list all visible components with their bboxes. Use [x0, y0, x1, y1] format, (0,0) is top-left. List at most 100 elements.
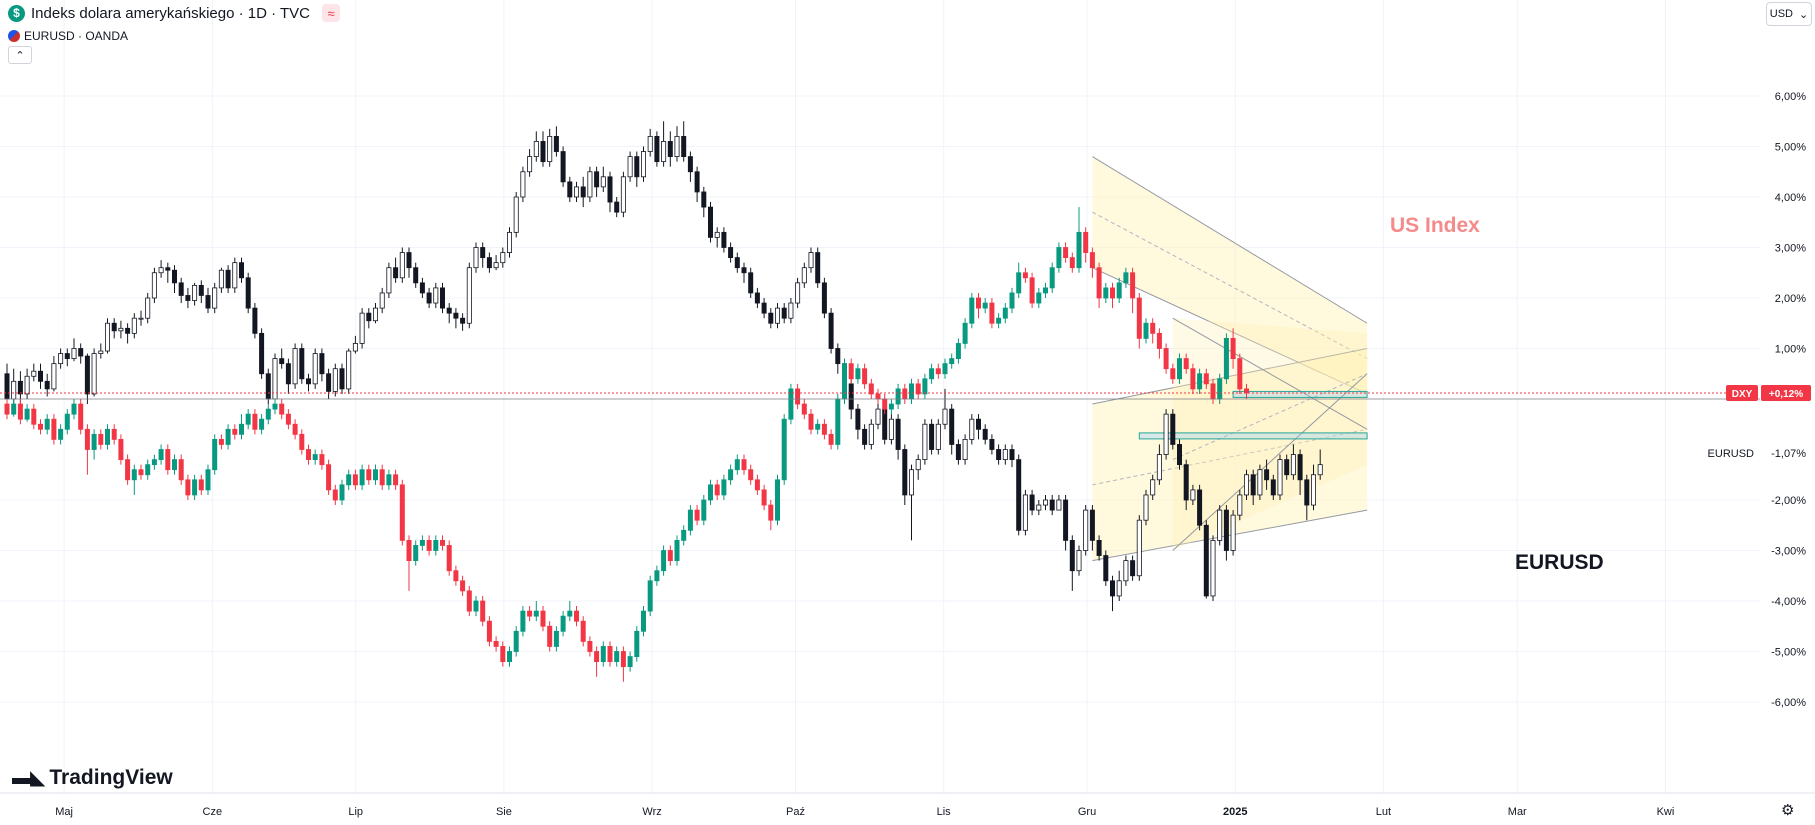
candle: [1197, 484, 1203, 531]
candle: [976, 414, 982, 440]
candle: [171, 265, 177, 293]
candle: [145, 292, 151, 324]
candle-body: [279, 403, 285, 415]
candle: [989, 434, 995, 455]
y-tick-label: 6,00%: [1775, 91, 1806, 103]
price-axis[interactable]: 6,00% 5,00% 4,00% 3,00% 2,00% 1,00% -2,00% -3,0…: [1771, 91, 1806, 709]
candle: [909, 464, 915, 541]
candle-body: [165, 449, 171, 471]
candle: [795, 383, 801, 410]
candle-body: [460, 580, 466, 592]
approx-icon[interactable]: ≈: [322, 4, 341, 22]
candle-body: [44, 418, 50, 430]
candle-body: [446, 307, 452, 314]
candle: [955, 439, 961, 465]
candle-body: [868, 423, 874, 445]
candle: [84, 353, 90, 405]
candle-body: [868, 383, 874, 395]
candle-body: [433, 540, 439, 551]
candle: [761, 298, 767, 319]
candle-body: [339, 368, 345, 390]
candle-body: [801, 267, 807, 284]
candle: [580, 176, 586, 208]
candle: [1150, 474, 1156, 500]
candle-body: [178, 282, 184, 296]
candle: [138, 464, 144, 480]
candle-body: [279, 358, 285, 365]
candle-body: [848, 363, 854, 380]
candle: [232, 424, 238, 440]
candle-body: [305, 449, 311, 461]
candle-body: [754, 292, 760, 304]
candle: [433, 282, 439, 309]
candle: [1223, 333, 1229, 384]
currency-selector[interactable]: USD ⌄: [1766, 2, 1812, 26]
candle-body: [245, 277, 251, 309]
candle: [835, 343, 841, 374]
candle: [888, 399, 894, 415]
candle: [855, 404, 861, 440]
candle-body: [64, 413, 70, 430]
candle: [98, 429, 104, 450]
candle: [51, 356, 57, 392]
time-axis[interactable]: Maj Cze Lip Sie Wrz Paź Lis Gru 2025 Lut Mar Kwi: [0, 792, 1815, 818]
collapse-legend-button[interactable]: ⌃: [8, 46, 32, 64]
candle-body: [935, 368, 941, 375]
candle-body: [1123, 560, 1129, 582]
candle: [245, 409, 251, 430]
candle: [1069, 535, 1075, 591]
candle-body: [1103, 555, 1109, 582]
candle: [888, 414, 894, 445]
candle: [1143, 318, 1149, 344]
candle: [305, 373, 311, 392]
candle: [158, 260, 164, 278]
candle-body: [1150, 322, 1156, 334]
candle: [165, 444, 171, 475]
candle: [1016, 454, 1022, 536]
candle-body: [1223, 337, 1229, 380]
candle: [393, 469, 399, 490]
candle: [500, 247, 506, 268]
candle-body: [982, 428, 988, 440]
candle-body: [1083, 231, 1089, 253]
tradingview-logo[interactable]: ▬◣ TradingView: [12, 765, 173, 790]
candle-body: [520, 610, 526, 632]
y-tick-label: 3,00%: [1775, 243, 1806, 255]
candle-body: [4, 403, 10, 415]
candle-body: [506, 651, 512, 663]
gear-icon[interactable]: ⚙: [1781, 802, 1795, 819]
candle-body: [781, 307, 787, 319]
candle-body: [821, 282, 827, 314]
candle: [895, 414, 901, 460]
candle-body: [24, 375, 30, 395]
candle: [285, 358, 291, 394]
candle-body: [185, 479, 191, 496]
candle-body: [305, 378, 311, 385]
candle-body: [982, 302, 988, 309]
candle: [647, 575, 653, 617]
candle: [319, 348, 325, 382]
candle: [855, 363, 861, 384]
compare-symbol-legend[interactable]: EURUSD · OANDA: [8, 29, 128, 43]
candle: [775, 474, 781, 526]
candle-body: [506, 231, 512, 253]
candle: [828, 308, 834, 354]
candle-body: [694, 509, 700, 521]
candle: [232, 257, 238, 293]
candle-body: [687, 156, 693, 173]
candle: [761, 484, 767, 511]
candle-body: [520, 171, 526, 198]
candle: [319, 449, 325, 470]
candle-body: [151, 459, 157, 466]
candle: [996, 313, 1002, 329]
candle: [1143, 489, 1149, 526]
main-symbol-legend[interactable]: $ Indeks dolara amerykańskiego · 1D · TV…: [8, 4, 341, 22]
candle-body: [1237, 358, 1243, 390]
candle-body: [955, 343, 961, 360]
candle-body: [795, 282, 801, 304]
candle: [58, 424, 64, 445]
candle-body: [125, 327, 131, 334]
candle-body: [674, 540, 680, 562]
candle-body: [1197, 489, 1203, 526]
